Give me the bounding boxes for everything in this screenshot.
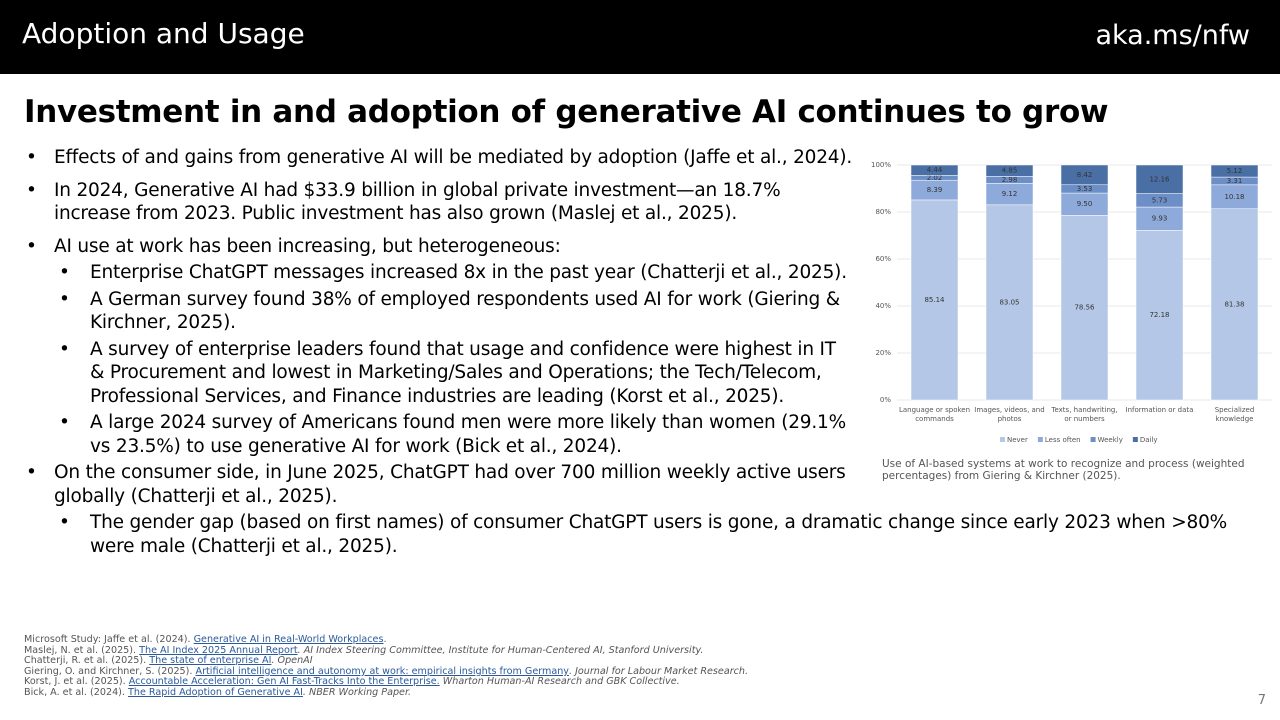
bar-segment: [1135, 164, 1184, 194]
bullet-list: Effects of and gains from generative AI …: [24, 146, 1254, 561]
reference-text: Bick, A. et al. (2024).: [24, 686, 129, 698]
value-label: 10.18: [1224, 193, 1244, 201]
y-tick-label: 100%: [871, 161, 891, 169]
value-label: 5.12: [1227, 167, 1243, 175]
header-title: Adoption and Usage: [22, 17, 305, 50]
reference-text: Chatterji, R. et al. (2025).: [24, 655, 150, 667]
reference-source: . NBER Working Paper.: [302, 686, 412, 698]
legend-label: Never: [1007, 436, 1028, 444]
page-number: 7: [1257, 693, 1266, 708]
header-link: aka.ms/nfw: [1095, 20, 1250, 51]
legend-label: Less often: [1045, 436, 1081, 444]
bullet: Effects of and gains from generative AI …: [24, 146, 1254, 170]
x-tick-label: Images, videos, and photos: [974, 406, 1045, 423]
bullet: AI use at work has been increasing, but …: [24, 235, 1254, 259]
y-tick-label: 40%: [875, 302, 891, 310]
value-label: 85.14: [924, 296, 945, 304]
x-tick-label: Language or spoken commands: [898, 406, 971, 423]
chart-svg: 0% 20% 40% 60% 80% 100% 85.14 8.39 2.024.44 83.05…: [871, 161, 1272, 444]
reference-link[interactable]: Generative AI in Real-World Workplaces: [193, 634, 384, 645]
value-label: 5.73: [1152, 196, 1168, 204]
value-label: 4.85: [1002, 167, 1018, 175]
x-tick-label: Specialized knowledge: [1214, 406, 1255, 423]
reference-link[interactable]: The AI Index 2025 Annual Report: [139, 644, 298, 656]
legend-label: Daily: [1140, 436, 1158, 444]
reference-text: Maslej, N. et al. (2025).: [24, 644, 140, 656]
reference-source: . OpenAI: [271, 655, 313, 667]
value-label: 8.42: [1077, 171, 1093, 179]
bullet: In 2024, Generative AI had $33.9 billion…: [24, 179, 1254, 226]
bar-segment: [1060, 215, 1109, 401]
reference: Microsoft Study: Jaffe et al. (2024). Ge…: [24, 634, 748, 646]
bullet: A large 2024 survey of Americans found m…: [24, 411, 1254, 458]
reference: Chatterji, R. et al. (2025). The state o…: [24, 655, 748, 667]
legend-marker: [1037, 437, 1043, 442]
legend-marker: [1090, 437, 1096, 442]
y-tick-label: 20%: [875, 349, 891, 357]
bullet: On the consumer side, in June 2025, Chat…: [24, 461, 1254, 508]
value-label: 9.50: [1077, 200, 1093, 208]
reference-text: Korst, J. et al. (2025).: [24, 676, 129, 688]
reference-text: Giering, O. and Kirchner, S. (2025).: [24, 665, 196, 677]
reference: Bick, A. et al. (2024). The Rapid Adopti…: [24, 686, 748, 699]
bullet: A German survey found 38% of employed re…: [24, 288, 1254, 335]
reference-source: . AI Index Steering Committee, Institute…: [297, 644, 704, 656]
y-tick-label: 60%: [875, 255, 891, 263]
references: Microsoft Study: Jaffe et al. (2024). Ge…: [24, 634, 749, 699]
chart: 0% 20% 40% 60% 80% 100% 85.14 8.39 2.02 4.44 83.05…: [860, 155, 1275, 455]
value-label: 2.98: [1002, 176, 1018, 184]
header-bar: Adoption and Usage aka.ms/nfw: [0, 0, 1280, 74]
reference: Korst, J. et al. (2025). Accountable Acc…: [24, 677, 748, 688]
reference-source: .: [383, 634, 387, 645]
bar-segment: [910, 164, 959, 176]
value-label: 9.93: [1152, 215, 1168, 223]
value-label: 9.12: [1002, 190, 1018, 198]
slide-title: Investment in and adoption of generative…: [24, 94, 1109, 130]
bar-segment: [910, 199, 959, 401]
x-tick-label: Texts, handwriting, or numbers: [1051, 406, 1118, 423]
value-label: 4.44: [927, 166, 943, 174]
y-tick-label: 0%: [880, 396, 891, 404]
reference-link[interactable]: Artificial intelligence and autonomy at …: [195, 665, 569, 677]
reference-link[interactable]: The Rapid Adoption of Generative AI: [128, 686, 303, 698]
value-label: 78.56: [1074, 304, 1095, 312]
value-label: 3.53: [1077, 185, 1093, 193]
reference-source: . Journal for Labour Market Research.: [568, 665, 749, 677]
bar-segment: [1060, 164, 1109, 186]
bar-segment: [1135, 230, 1184, 401]
x-tick-label: Information or data: [1125, 406, 1194, 414]
reference: Giering, O. and Kirchner, S. (2025). Art…: [24, 665, 749, 678]
bar-segment: [985, 164, 1034, 177]
reference-link[interactable]: Accountable Acceleration: Gen AI Fast-Tr…: [128, 676, 440, 688]
value-label: 83.05: [999, 298, 1019, 306]
value-label: 72.18: [1149, 311, 1169, 319]
reference-link[interactable]: The state of enterprise AI: [149, 655, 272, 667]
chart-caption: Use of AI-based systems at work to recog…: [882, 458, 1245, 482]
value-label: 3.31: [1227, 177, 1243, 185]
legend-marker: [1000, 437, 1005, 442]
bullet: A survey of enterprise leaders found tha…: [24, 338, 1254, 409]
value-label: 2.02: [927, 174, 943, 182]
value-label: 8.39: [927, 186, 943, 194]
value-label: 12.16: [1149, 175, 1170, 183]
legend-label: Weekly: [1098, 436, 1123, 444]
bar-segment: [1210, 164, 1259, 178]
bullet: The gender gap (based on first names) of…: [24, 511, 1254, 558]
value-label: 81.38: [1224, 300, 1244, 308]
reference-text: Microsoft Study: Jaffe et al. (2024).: [24, 634, 194, 645]
legend-marker: [1132, 437, 1138, 442]
bullet: Enterprise ChatGPT messages increased 8x…: [24, 261, 1254, 285]
reference: Maslej, N. et al. (2025). The AI Index 2…: [24, 644, 748, 657]
reference-source: Wharton Human-AI Research and GBK Collec…: [439, 676, 680, 688]
bar-segment: [985, 204, 1034, 401]
y-tick-label: 80%: [875, 208, 891, 216]
